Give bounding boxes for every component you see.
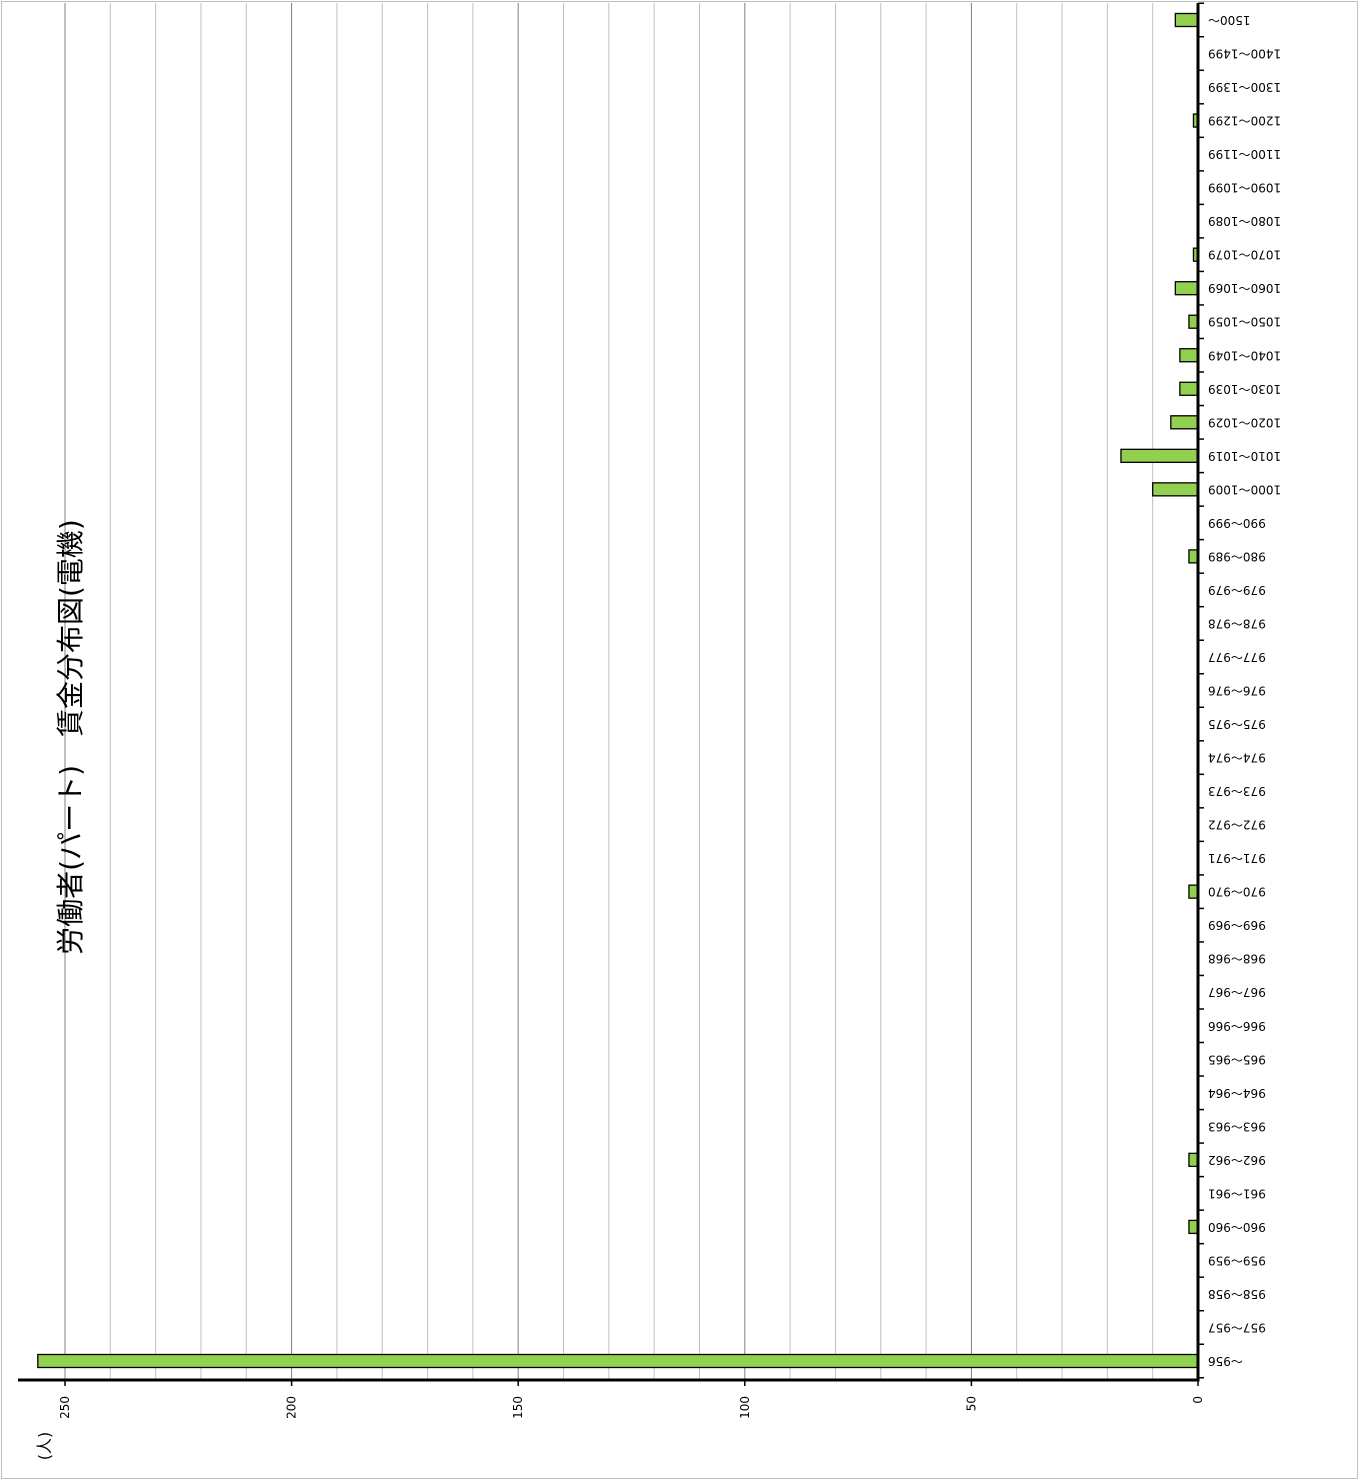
category-label: 1000～1009 (1208, 482, 1281, 496)
category-label: 974～974 (1208, 751, 1266, 765)
chart-title: 労働者(パート) 賃金分布図(電機) (54, 519, 87, 955)
value-tick-label: 150 (511, 1396, 525, 1419)
category-label: 960～960 (1208, 1220, 1266, 1234)
category-label: 1070～1079 (1208, 248, 1281, 262)
category-label: 961～961 (1208, 1186, 1266, 1200)
category-label: 959～959 (1208, 1253, 1266, 1267)
category-label: 1030～1039 (1208, 382, 1281, 396)
category-label: 990～999 (1208, 516, 1266, 530)
category-label: 969～969 (1208, 918, 1266, 932)
category-label: 1060～1069 (1208, 281, 1281, 295)
category-label: 1300～1399 (1208, 80, 1281, 94)
category-label: 971～971 (1208, 851, 1266, 865)
category-label: 1080～1089 (1208, 214, 1281, 228)
category-label: 957～957 (1208, 1320, 1266, 1334)
category-label: 977～977 (1208, 650, 1266, 664)
bar (1179, 381, 1199, 396)
category-label: 962～962 (1208, 1153, 1266, 1167)
category-label: 1050～1059 (1208, 315, 1281, 329)
category-label: 966～966 (1208, 1019, 1266, 1033)
category-label: 968～968 (1208, 952, 1266, 966)
category-label: 1500～ (1208, 13, 1251, 27)
bar (1120, 448, 1199, 463)
category-label: 965～965 (1208, 1052, 1266, 1066)
category-label: 973～973 (1208, 784, 1266, 798)
category-label: 1090～1099 (1208, 181, 1281, 195)
category-label: ～956 (1208, 1354, 1243, 1368)
category-label: 976～976 (1208, 684, 1266, 698)
tick-labels: 0 50 100 150 200 250 (58, 1396, 1205, 1419)
bars (37, 12, 1199, 1369)
category-label: 978～978 (1208, 616, 1266, 630)
category-label: 964～964 (1208, 1086, 1266, 1100)
y-axis-unit-label: (人) (35, 1432, 54, 1461)
category-label: 963～963 (1208, 1119, 1266, 1133)
category-label: 1400～1499 (1208, 47, 1281, 61)
category-label: 967～967 (1208, 985, 1266, 999)
category-label: 972～972 (1208, 818, 1266, 832)
category-label: 1200～1299 (1208, 114, 1281, 128)
value-tick-label: 250 (58, 1396, 72, 1419)
bar (37, 1353, 1199, 1369)
value-tick-label: 0 (1191, 1396, 1205, 1404)
category-labels: ～956 957～957 958～958 959～959 960～960 961～961 9… (1208, 13, 1281, 1368)
category-label: 958～958 (1208, 1287, 1266, 1301)
category-label: 1100～1199 (1208, 147, 1281, 161)
category-label: 1020～1029 (1208, 415, 1281, 429)
bar (1152, 482, 1199, 497)
category-label: 1010～1019 (1208, 449, 1281, 463)
category-label: 975～975 (1208, 717, 1266, 731)
gridlines (64, 3, 1154, 1380)
value-tick-label: 50 (964, 1396, 978, 1411)
bar (1174, 12, 1199, 28)
tick-marks (64, 2, 1204, 1386)
category-label: 970～970 (1208, 885, 1266, 899)
bar (1174, 281, 1199, 296)
category-label: 1040～1049 (1208, 348, 1281, 362)
value-tick-label: 200 (285, 1396, 299, 1419)
category-label: 979～979 (1208, 583, 1266, 597)
value-tick-label: 100 (738, 1396, 752, 1419)
category-label: 980～989 (1208, 549, 1266, 563)
bar (1170, 415, 1199, 430)
bar (1179, 348, 1199, 363)
